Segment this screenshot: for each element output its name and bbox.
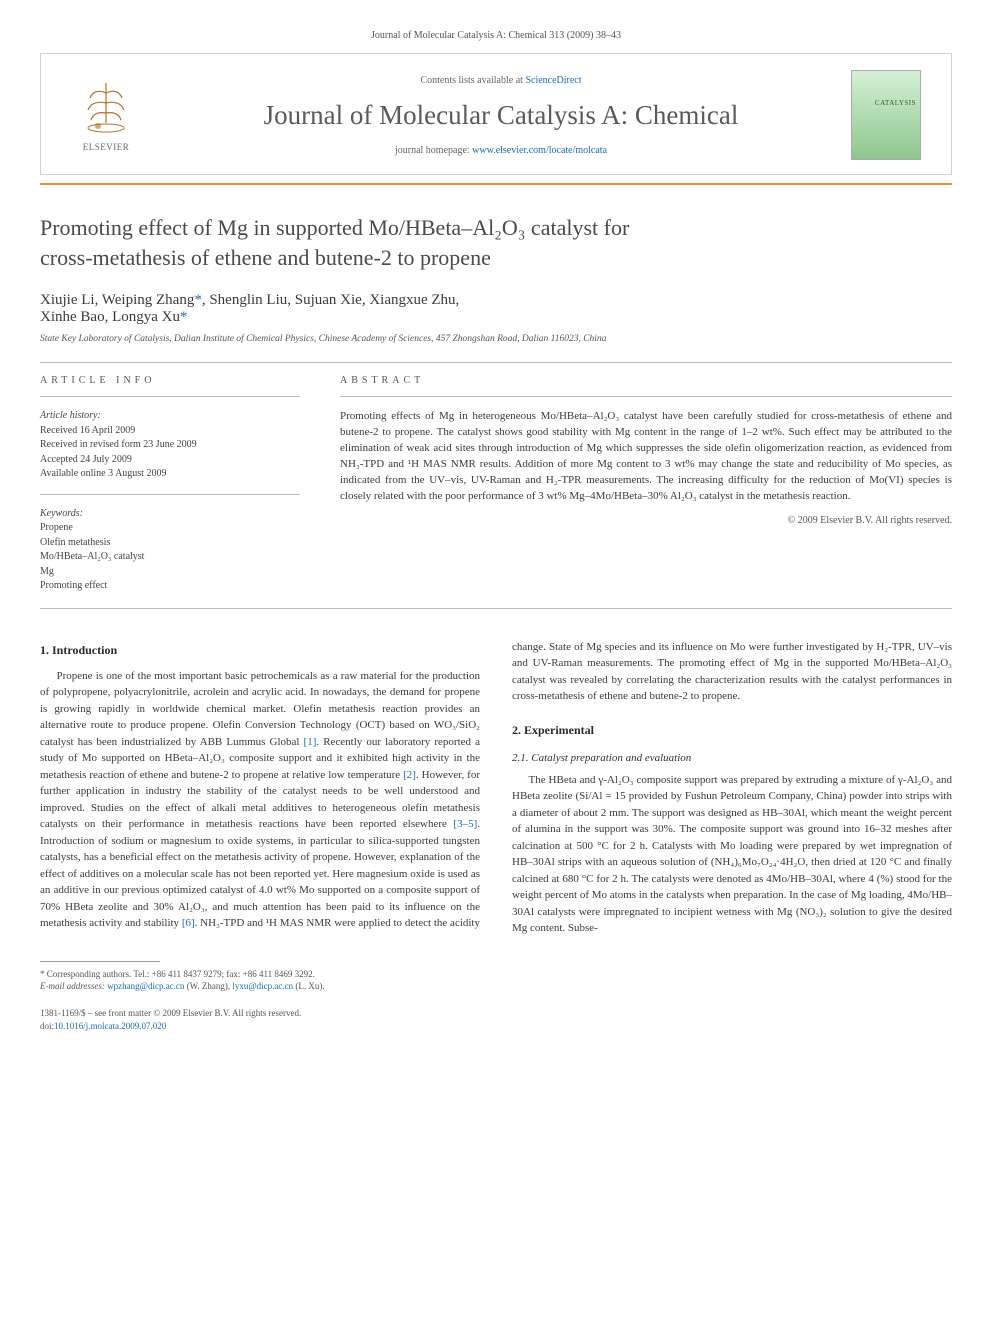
article-info-column: ARTICLE INFO Article history: Received 1…	[40, 375, 300, 594]
experimental-paragraph: The HBeta and γ-Al₂O₃ composite support …	[512, 772, 952, 937]
homepage-line: journal homepage: www.elsevier.com/locat…	[171, 145, 831, 156]
history-revised: Received in revised form 23 June 2009	[40, 438, 300, 453]
body-columns: 1. Introduction Propene is one of the mo…	[40, 639, 952, 937]
article-history: Article history: Received 16 April 2009 …	[40, 409, 300, 594]
experimental-heading: 2. Experimental	[512, 723, 952, 738]
intro-heading: 1. Introduction	[40, 643, 480, 658]
email-2-link[interactable]: lyxu@dicp.ac.cn	[232, 981, 293, 991]
footnote-rule	[40, 961, 160, 962]
homepage-prefix: journal homepage:	[395, 145, 472, 156]
rule-top	[40, 362, 952, 363]
issn-line: 1381-1169/$ – see front matter © 2009 El…	[40, 1007, 952, 1020]
rule-bottom	[40, 608, 952, 609]
keywords-label: Keywords:	[40, 507, 300, 522]
title-line-1: Promoting effect of Mg in supported Mo/H…	[40, 215, 629, 240]
history-accepted: Accepted 24 July 2009	[40, 453, 300, 468]
abstract-column: ABSTRACT Promoting effects of Mg in hete…	[340, 375, 952, 594]
abstract-text: Promoting effects of Mg in heterogeneous…	[340, 409, 952, 505]
email-addresses: E-mail addresses: wpzhang@dicp.ac.cn (W.…	[40, 980, 952, 993]
journal-title: Journal of Molecular Catalysis A: Chemic…	[171, 100, 831, 131]
abstract-copyright: © 2009 Elsevier B.V. All rights reserved…	[340, 515, 952, 526]
keyword-1: Propene	[40, 521, 300, 536]
email-1-link[interactable]: wpzhang@dicp.ac.cn	[107, 981, 184, 991]
rule-kw	[40, 494, 300, 495]
journal-cover-thumbnail	[851, 70, 921, 160]
email-1-suffix: (W. Zhang),	[184, 981, 232, 991]
article-info-label: ARTICLE INFO	[40, 375, 300, 386]
doi-line: doi:10.1016/j.molcata.2009.07.020	[40, 1020, 952, 1033]
homepage-link[interactable]: www.elsevier.com/locate/molcata	[472, 145, 607, 156]
ref-1-link[interactable]: [1]	[304, 736, 317, 748]
rule-info	[40, 396, 300, 397]
journal-header-box: ELSEVIER Contents lists available at Sci…	[40, 53, 952, 175]
header-citation: Journal of Molecular Catalysis A: Chemic…	[40, 30, 952, 41]
keyword-2: Olefin metathesis	[40, 536, 300, 551]
authors: Xiujie Li, Weiping Zhang*, Shenglin Liu,…	[40, 292, 952, 326]
doi-label: doi:	[40, 1021, 54, 1031]
journal-center: Contents lists available at ScienceDirec…	[171, 75, 831, 156]
keyword-5: Promoting effect	[40, 579, 300, 594]
history-online: Available online 3 August 2009	[40, 467, 300, 482]
history-label: Article history:	[40, 409, 300, 424]
elsevier-tree-icon	[76, 78, 136, 138]
rule-abs	[340, 396, 952, 397]
ref-6-link[interactable]: [6]	[182, 917, 195, 929]
article-title: Promoting effect of Mg in supported Mo/H…	[40, 213, 952, 272]
contents-line: Contents lists available at ScienceDirec…	[171, 75, 831, 86]
contents-prefix: Contents lists available at	[420, 75, 525, 86]
meta-grid: ARTICLE INFO Article history: Received 1…	[40, 375, 952, 594]
doi-link[interactable]: 10.1016/j.molcata.2009.07.020	[54, 1021, 166, 1031]
affiliation: State Key Laboratory of Catalysis, Dalia…	[40, 334, 952, 344]
experimental-subheading: 2.1. Catalyst preparation and evaluation	[512, 752, 952, 764]
history-received: Received 16 April 2009	[40, 424, 300, 439]
corresponding-authors: * Corresponding authors. Tel.: +86 411 8…	[40, 968, 952, 981]
abstract-label: ABSTRACT	[340, 375, 952, 386]
publisher-name: ELSEVIER	[83, 142, 130, 152]
authors-line-2: Xinhe Bao, Longya Xu*	[40, 309, 187, 325]
sciencedirect-link[interactable]: ScienceDirect	[525, 75, 581, 86]
keyword-4: Mg	[40, 565, 300, 580]
orange-rule	[40, 183, 952, 185]
email-2-suffix: (L. Xu).	[293, 981, 325, 991]
ref-3-5-link[interactable]: [3–5]	[453, 818, 477, 830]
authors-line-1: Xiujie Li, Weiping Zhang*, Shenglin Liu,…	[40, 292, 459, 308]
email-label: E-mail addresses:	[40, 981, 107, 991]
footer-block: * Corresponding authors. Tel.: +86 411 8…	[40, 961, 952, 1032]
keyword-3: Mo/HBeta–Al₂O₃ catalyst	[40, 550, 300, 565]
title-line-2: cross-metathesis of ethene and butene-2 …	[40, 245, 491, 270]
intro-text-d: . Introduction of sodium or magnesium to…	[40, 818, 480, 929]
ref-2-link[interactable]: [2]	[403, 769, 416, 781]
publisher-logo: ELSEVIER	[61, 78, 151, 152]
